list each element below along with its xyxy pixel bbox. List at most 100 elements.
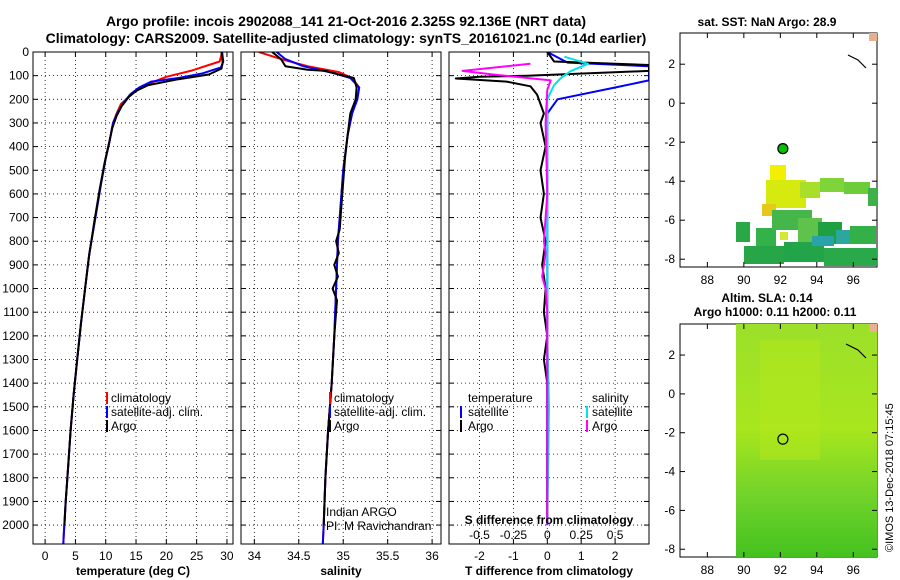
x-tick-label: 10 bbox=[99, 549, 113, 563]
x-tick-label: -1 bbox=[508, 549, 519, 563]
map-x-tick-label: 94 bbox=[810, 563, 824, 577]
map-x-tick-label: 88 bbox=[701, 563, 715, 577]
legend-satellite-label: satellite-adj. clim. bbox=[111, 405, 203, 419]
land-patch bbox=[869, 324, 877, 332]
y-tick-label: 1500 bbox=[2, 400, 29, 414]
series-line-s-satellite bbox=[546, 55, 589, 526]
temperature-legend: climatology satellite-adj. clim. Argo bbox=[106, 391, 203, 433]
map-x-tick-label: 94 bbox=[810, 273, 824, 287]
difference-xlabel2: S difference from climatology bbox=[465, 513, 634, 527]
x-tick-label: 0 bbox=[544, 549, 551, 563]
y-tick-label: 700 bbox=[9, 211, 29, 225]
x-axis-label: temperature (deg C) bbox=[76, 564, 190, 578]
argo-position-marker bbox=[777, 433, 789, 445]
figure-title-line2: Climatology: CARS2009. Satellite-adjuste… bbox=[46, 30, 647, 46]
x-tick-label: 34 bbox=[248, 549, 262, 563]
x-tick-label: 15 bbox=[129, 549, 143, 563]
y-tick-label: 1200 bbox=[2, 329, 29, 343]
legend-t-argo-label: Argo bbox=[468, 419, 494, 433]
map-x-tick-label: 96 bbox=[847, 273, 861, 287]
map-x-tick-label: 96 bbox=[847, 563, 861, 577]
y-tick-label: 1900 bbox=[2, 494, 29, 508]
y-tick-label: 1300 bbox=[2, 353, 29, 367]
x-axis-label: T difference from climatology bbox=[465, 564, 633, 578]
argo-position-marker bbox=[777, 143, 789, 155]
series-line-s-argo bbox=[461, 62, 552, 526]
sla-map-title2: Argo h1000: 0.11 h2000: 0.11 bbox=[694, 305, 857, 319]
map-x-tick-label: 88 bbox=[701, 273, 715, 287]
coastline bbox=[845, 343, 867, 359]
series-group bbox=[62, 52, 225, 544]
y-tick-label: 1000 bbox=[2, 282, 29, 296]
series-line-satellite-adj-clim- bbox=[62, 52, 225, 544]
map-y-tick-label: 2 bbox=[668, 57, 675, 71]
series-line-satellite-adj-clim- bbox=[275, 52, 361, 544]
figure-title-line1: Argo profile: incois 2902088_141 21-Oct-… bbox=[106, 13, 586, 29]
map-y-tick-label: -4 bbox=[664, 465, 675, 479]
x2-tick-label: 0.5 bbox=[607, 528, 624, 542]
salinity-panel: 34 34.5 35 35.5 36 salinity bbox=[240, 51, 442, 578]
plot-frame bbox=[240, 51, 442, 545]
x-tick-label: 25 bbox=[190, 549, 204, 563]
map-x-tick-label: 92 bbox=[774, 273, 788, 287]
land-patch bbox=[869, 33, 877, 41]
series-line-argo bbox=[63, 52, 224, 526]
x-tick-label: -2 bbox=[474, 549, 485, 563]
difference-panel: -2 -1 0 1 2T difference from climatology -0.5… bbox=[448, 51, 650, 578]
y-tick-label: 300 bbox=[9, 116, 29, 130]
x-tick-label: 34.5 bbox=[287, 549, 311, 563]
x-tick-label: 20 bbox=[160, 549, 174, 563]
y-tick-label: 200 bbox=[9, 92, 29, 106]
sst-map bbox=[679, 32, 878, 268]
plot-frame bbox=[448, 51, 650, 545]
y-tick-label: 1700 bbox=[2, 447, 29, 461]
map-y-tick-label: -8 bbox=[664, 252, 675, 266]
x-tick-label: 30 bbox=[220, 549, 234, 563]
y-tick-label: 2000 bbox=[2, 518, 29, 532]
series-line-climatology bbox=[258, 52, 361, 544]
salinity-legend: climatology satellite-adj. clim. Argo In… bbox=[326, 391, 431, 533]
x-tick-label: 0 bbox=[42, 549, 49, 563]
series-group bbox=[454, 52, 649, 526]
map-y-tick-label: -6 bbox=[664, 503, 675, 517]
series-line-climatology bbox=[62, 52, 224, 544]
legend-header-salinity: salinity bbox=[592, 391, 629, 405]
map-y-tick-label: -4 bbox=[664, 174, 675, 188]
y-tick-label: 100 bbox=[9, 69, 29, 83]
legend-climatology-label: climatology bbox=[334, 391, 394, 405]
legend-header-temperature: temperature bbox=[468, 391, 533, 405]
sla-map bbox=[679, 323, 878, 558]
x-tick-label: 2 bbox=[612, 549, 619, 563]
legend-satellite-label: satellite-adj. clim. bbox=[334, 405, 426, 419]
map-y-tick-label: -2 bbox=[664, 426, 675, 440]
map-y-tick-label: 0 bbox=[668, 96, 675, 110]
map-y-tick-label: -8 bbox=[664, 542, 675, 556]
x2-tick-label: -0.5 bbox=[469, 528, 490, 542]
map-x-tick-label: 90 bbox=[737, 273, 751, 287]
y-tick-label: 1800 bbox=[2, 471, 29, 485]
x-tick-label: 36 bbox=[425, 549, 439, 563]
map-y-tick-label: -6 bbox=[664, 213, 675, 227]
y-tick-label: 1600 bbox=[2, 423, 29, 437]
annotation-indian-argo: Indian ARGO bbox=[326, 505, 397, 519]
map-y-tick-label: 0 bbox=[668, 387, 675, 401]
series-line-argo bbox=[271, 52, 358, 526]
coastline bbox=[847, 54, 867, 69]
difference-legend: temperature satellite Argo salinity sate… bbox=[460, 391, 634, 527]
legend-argo-label: Argo bbox=[334, 419, 360, 433]
sla-map-title1: Altim. SLA: 0.14 bbox=[721, 291, 813, 305]
map-x-tick-label: 92 bbox=[774, 563, 788, 577]
series-line-t-argo bbox=[454, 52, 649, 526]
map-x-tick-label: 90 bbox=[737, 563, 751, 577]
map-y-tick-label: -2 bbox=[664, 135, 675, 149]
annotation-pi-name: PI: M Ravichandran bbox=[326, 519, 431, 533]
x-tick-label: 35.5 bbox=[376, 549, 400, 563]
y-tick-label: 1100 bbox=[3, 305, 29, 319]
sst-map-axes: 88 90 92 94 96 2 0 -2 -4 -6 -8 bbox=[664, 33, 877, 287]
x-tick-label: 35 bbox=[337, 549, 351, 563]
sla-high-patch bbox=[760, 340, 820, 460]
x-tick-label: 1 bbox=[578, 549, 585, 563]
y-tick-label: 600 bbox=[9, 187, 29, 201]
x-tick-label: 5 bbox=[72, 549, 79, 563]
x-axis-label: salinity bbox=[320, 564, 362, 578]
